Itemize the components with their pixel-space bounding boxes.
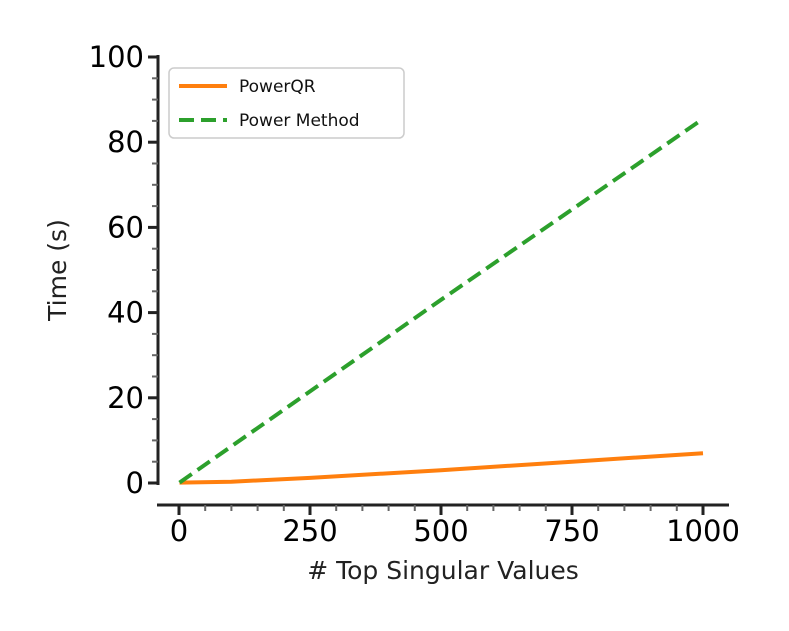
series-line-1	[179, 451, 704, 485]
y-tick-label: 0	[126, 466, 144, 500]
plot-area	[178, 117, 705, 485]
y-tick-label: 60	[107, 210, 144, 244]
legend: PowerQR Power Method	[168, 67, 405, 139]
y-tick-label: 20	[107, 381, 144, 415]
x-tick-label: 500	[413, 514, 468, 548]
legend-label: Power Method	[239, 111, 360, 131]
y-tick-label: 100	[89, 40, 144, 74]
x-tick-label: 750	[544, 514, 599, 548]
y-axis-label: Time (s)	[43, 219, 72, 322]
legend-label: PowerQR	[239, 77, 316, 97]
x-tick-label: 1000	[666, 514, 740, 548]
x-tick-label: 0	[170, 514, 188, 548]
x-tick-label: 250	[282, 514, 337, 548]
y-tick-label: 40	[107, 296, 144, 330]
y-tick-label: 80	[107, 125, 144, 159]
axis-labels: # Top Singular Values Time (s)	[43, 219, 579, 585]
x-axis-label: # Top Singular Values	[307, 556, 579, 585]
legend-box	[168, 67, 405, 139]
series-line-2	[178, 117, 705, 485]
